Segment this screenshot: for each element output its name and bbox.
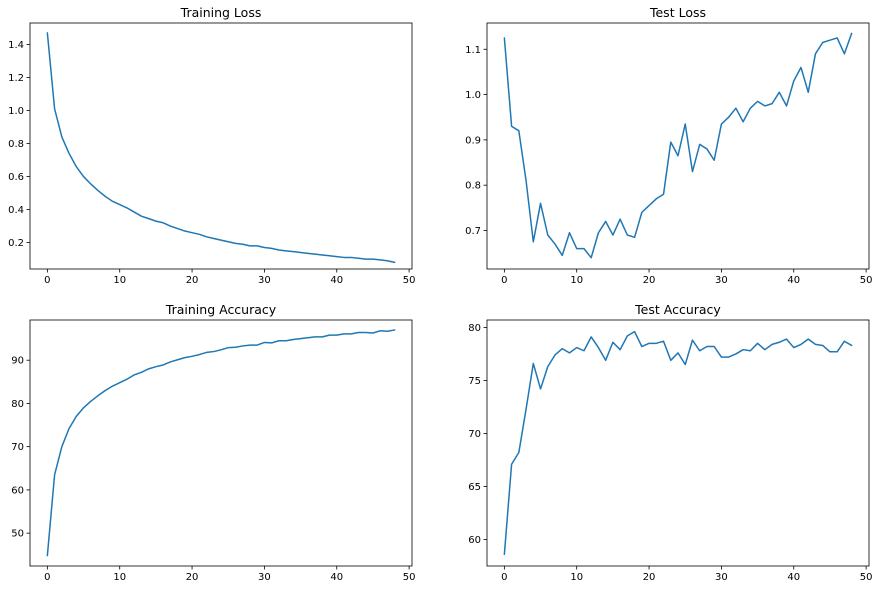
- training-accuracy-x-tick-label: 10: [113, 572, 126, 583]
- test-accuracy-axes-frame: [486, 319, 870, 567]
- training-loss-y-tick-label: 1.2: [8, 73, 24, 84]
- training-accuracy-x-tick-label: 0: [44, 572, 50, 583]
- test-loss-x-tick-label: 30: [715, 275, 728, 286]
- test-accuracy-y-tick-label: 65: [468, 482, 481, 493]
- test-loss-y-tick-label: 1.1: [465, 45, 481, 56]
- training-loss-x-tick-label: 40: [330, 275, 343, 286]
- test-loss-axes-frame: [486, 22, 870, 270]
- training-accuracy-x-tick-label: 40: [330, 572, 343, 583]
- test-accuracy-series-line: [503, 330, 853, 556]
- test-accuracy-y-tick-label: 70: [468, 429, 481, 440]
- test-loss-x-tick-label: 0: [501, 275, 507, 286]
- training-accuracy-x-tick-label: 50: [403, 572, 416, 583]
- test-accuracy-x-tick-label: 50: [860, 572, 873, 583]
- test-accuracy-x-tick-label: 30: [715, 572, 728, 583]
- test-loss-x-tick-label: 20: [643, 275, 656, 286]
- test-accuracy-x-tick-label: 40: [787, 572, 800, 583]
- test-loss-x-tick-label: 10: [570, 275, 583, 286]
- test-accuracy-title: Test Accuracy: [634, 302, 721, 317]
- training-accuracy-y-tick-label: 60: [11, 485, 24, 496]
- training-accuracy-x-tick-label: 20: [186, 572, 199, 583]
- test-loss-x-tick-label: 40: [787, 275, 800, 286]
- test-accuracy-x-tick-label: 20: [643, 572, 656, 583]
- test-accuracy-x-tick-label: 0: [501, 572, 507, 583]
- training-loss-x-tick-label: 20: [186, 275, 199, 286]
- training-loss-x-tick-label: 50: [403, 275, 416, 286]
- training-loss-title: Training Loss: [180, 5, 262, 20]
- training-accuracy-series-line: [46, 329, 396, 557]
- training-accuracy-y-tick-label: 80: [11, 399, 24, 410]
- training-accuracy-chart: Training Accuracy 0 10 20 30 40 50 50 60 70 80 90: [11, 302, 415, 583]
- training-loss-series-line: [46, 32, 396, 264]
- training-accuracy-y-tick-label: 50: [11, 529, 24, 540]
- test-accuracy-chart: Test Accuracy 0 10 20 30 40 50 60 65 70 75 80: [468, 302, 872, 583]
- training-accuracy-y-tick-label: 70: [11, 442, 24, 453]
- training-loss-axes-frame: [29, 22, 413, 270]
- test-loss-y-tick-label: 0.8: [465, 181, 481, 192]
- training-loss-y-tick-label: 0.2: [8, 238, 24, 249]
- test-loss-x-tick-label: 50: [860, 275, 873, 286]
- training-loss-y-tick-label: 1.4: [8, 40, 24, 51]
- training-loss-x-tick-label: 0: [44, 275, 50, 286]
- test-loss-title: Test Loss: [649, 5, 706, 20]
- test-accuracy-y-tick-label: 75: [468, 376, 481, 387]
- training-loss-y-tick-label: 1.0: [8, 106, 24, 117]
- training-accuracy-title: Training Accuracy: [165, 302, 277, 317]
- test-accuracy-x-tick-label: 10: [570, 572, 583, 583]
- training-loss-y-tick-label: 0.6: [8, 172, 24, 183]
- training-loss-y-tick-label: 0.4: [8, 205, 24, 216]
- training-loss-x-tick-label: 30: [258, 275, 271, 286]
- training-loss-x-tick-label: 10: [113, 275, 126, 286]
- training-accuracy-y-tick-label: 90: [11, 356, 24, 367]
- training-accuracy-axes-frame: [29, 319, 413, 567]
- test-loss-y-tick-label: 1.0: [465, 90, 481, 101]
- test-accuracy-y-tick-label: 60: [468, 535, 481, 546]
- training-loss-chart: Training Loss 0 10 20 30 40 50 0.2 0.4 0.6 0.8 1.0 1…: [8, 5, 415, 286]
- test-loss-chart: Test Loss 0 10 20 30 40 50 0.7 0.8 0.9 1.0 1.1: [465, 5, 872, 286]
- test-accuracy-y-tick-label: 80: [468, 323, 481, 334]
- test-loss-y-tick-label: 0.7: [465, 226, 481, 237]
- training-loss-y-tick-label: 0.8: [8, 139, 24, 150]
- test-loss-series-line: [503, 32, 853, 259]
- training-accuracy-x-tick-label: 30: [258, 572, 271, 583]
- test-loss-y-tick-label: 0.9: [465, 135, 481, 146]
